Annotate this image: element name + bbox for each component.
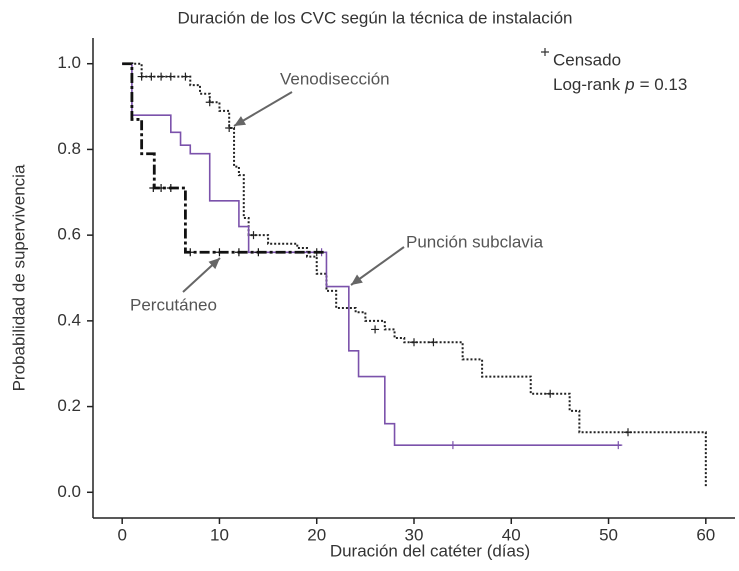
censor-mark bbox=[234, 248, 243, 257]
logrank-pre: Log-rank bbox=[553, 75, 621, 94]
censor-legend-symbol bbox=[541, 48, 549, 56]
censor-mark bbox=[371, 325, 380, 334]
x-tick-label: 50 bbox=[599, 525, 618, 544]
annotation-arrowhead bbox=[208, 258, 220, 270]
censor-mark bbox=[215, 248, 224, 257]
annotation-arrow bbox=[233, 91, 293, 127]
censor-mark bbox=[546, 389, 555, 398]
annotation-arrowhead bbox=[351, 274, 363, 285]
x-axis-label: Duración del catéter (días) bbox=[330, 541, 530, 560]
survival-line bbox=[122, 62, 707, 488]
censor-mark bbox=[181, 72, 190, 81]
series-label: Percutáneo bbox=[130, 295, 217, 314]
x-tick-label: 10 bbox=[210, 525, 229, 544]
censor-mark bbox=[166, 72, 175, 81]
censor-mark bbox=[429, 338, 438, 347]
x-tick-label: 20 bbox=[307, 525, 326, 544]
y-tick-label: 0.4 bbox=[57, 310, 81, 329]
censor-mark bbox=[254, 248, 263, 257]
censor-mark bbox=[624, 428, 632, 437]
x-tick-label: 30 bbox=[405, 525, 424, 544]
censor-mark bbox=[448, 441, 457, 450]
survival-line bbox=[122, 62, 327, 254]
censor-mark bbox=[205, 98, 214, 107]
censor-mark bbox=[157, 72, 166, 81]
y-tick-label: 0.2 bbox=[57, 396, 81, 415]
y-tick-label: 0.8 bbox=[57, 139, 81, 158]
censor-mark bbox=[166, 184, 175, 192]
series-label: Punción subclavia bbox=[406, 232, 544, 251]
censor-mark bbox=[410, 338, 418, 347]
annotation-arrowhead bbox=[234, 116, 247, 126]
y-tick-label: 0.0 bbox=[57, 482, 81, 501]
survival-line bbox=[122, 62, 622, 446]
censor-mark bbox=[147, 72, 156, 81]
censor-legend-label: Censado bbox=[553, 50, 621, 69]
logrank-post: = 0.13 bbox=[640, 75, 688, 94]
x-tick-label: 0 bbox=[117, 525, 126, 544]
censor-mark bbox=[149, 184, 158, 192]
censor-mark bbox=[186, 248, 195, 257]
censor-mark bbox=[614, 441, 623, 450]
x-tick-label: 40 bbox=[502, 525, 521, 544]
censor-mark bbox=[157, 184, 166, 192]
censor-mark bbox=[249, 231, 258, 240]
y-tick-label: 0.6 bbox=[57, 225, 81, 244]
y-axis-label: Probabilidad de supervivencia bbox=[9, 164, 28, 391]
logrank-var: p bbox=[624, 75, 634, 94]
y-tick-label: 1.0 bbox=[57, 53, 81, 72]
censor-mark bbox=[137, 72, 146, 81]
x-tick-label: 60 bbox=[696, 525, 715, 544]
series-label: Venodisección bbox=[280, 69, 390, 88]
logrank-note: Log-rank p = 0.13 bbox=[553, 75, 687, 94]
censor-mark bbox=[225, 124, 234, 132]
chart-title: Duración de los CVC según la técnica de … bbox=[177, 8, 572, 27]
